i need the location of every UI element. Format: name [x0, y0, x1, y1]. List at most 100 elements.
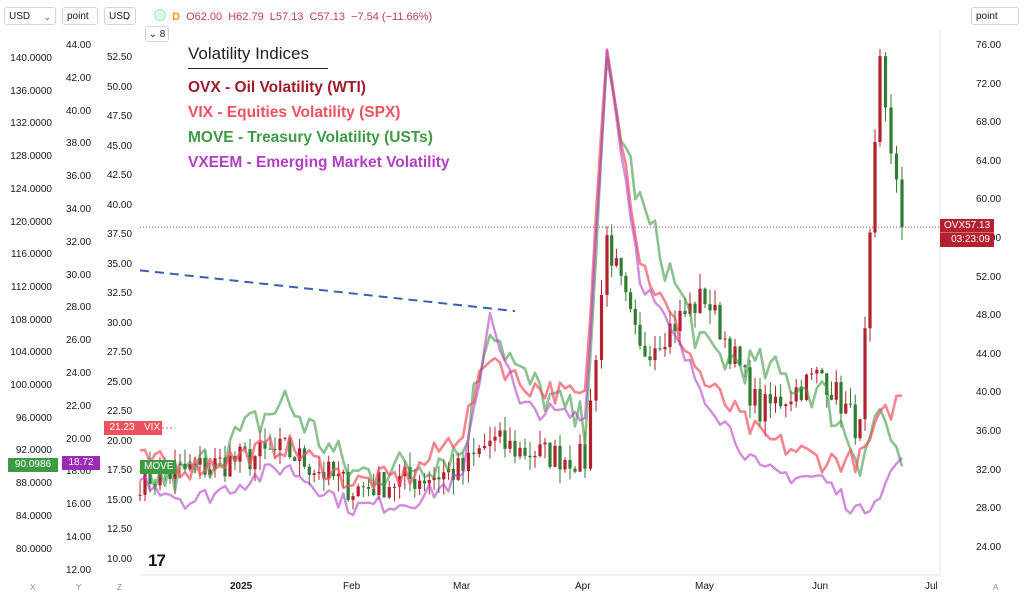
ovx-candle — [703, 288, 707, 305]
ovx-candle — [844, 403, 848, 414]
ovx-candle — [748, 367, 752, 406]
axis-tick-label: 84.0000 — [15, 510, 52, 522]
axis-tick-label: 52.00 — [976, 271, 1002, 283]
axis-tick-label: 100.0000 — [10, 380, 52, 391]
axis-tick-label: 24.00 — [976, 541, 1002, 553]
ovx-candle — [198, 457, 202, 465]
legend-item-move: MOVE - Treasury Volatility (USTs) — [188, 129, 433, 146]
ovx-candle — [283, 437, 287, 439]
ovx-candle — [789, 401, 793, 405]
ovx-candle — [743, 365, 747, 368]
currency-select-mid[interactable]: USD ⌄ — [104, 7, 136, 25]
move-label-tag: MOVE — [140, 460, 176, 474]
ovx-candle — [638, 324, 642, 346]
axis-tick-label: 22.50 — [107, 406, 133, 417]
ovx-candle — [317, 471, 321, 474]
ovx-candle — [624, 275, 628, 293]
ovx-candle — [273, 449, 277, 451]
ovx-candle — [518, 447, 522, 457]
axis-tick-label: 37.50 — [107, 229, 133, 240]
legend-item-vix: VIX - Equities Volatility (SPX) — [188, 104, 401, 121]
legend-item-ovx: OVX - Oil Volatility (WTI) — [188, 79, 366, 96]
axis-tick-label: 44.00 — [976, 348, 1002, 360]
axis-tick-label: 30.00 — [66, 269, 92, 281]
ovx-candle — [418, 480, 422, 489]
axis-tick-label: 88.0000 — [15, 478, 52, 490]
status-dot-icon — [154, 9, 166, 21]
axis-tick-label: 32.00 — [66, 236, 92, 248]
ovx-candle — [523, 447, 527, 456]
vix-value-tag: 21.23 — [104, 421, 140, 435]
ovx-candle — [442, 472, 446, 480]
axis-tick-label: 14.00 — [66, 532, 92, 543]
ovx-candle — [815, 369, 819, 374]
ovx-candle — [253, 456, 257, 470]
axis-tick-label: 112.0000 — [11, 281, 52, 293]
axis-tick-label: 104.0000 — [10, 347, 52, 359]
ovx-candle — [605, 235, 609, 295]
top-toolbar: USD ⌄ point USD ⌄ D O62.00 H62.79 L57.13 C… — [0, 0, 1026, 30]
currency-select-left[interactable]: USD ⌄ — [4, 7, 56, 25]
tradingview-logo[interactable]: 17 — [148, 551, 166, 570]
ovx-candle — [288, 437, 292, 458]
ovx-candle — [168, 473, 172, 479]
ovx-candle — [188, 464, 192, 470]
move-value-tag: 90.0986 — [8, 458, 58, 472]
ovx-candle — [193, 464, 197, 466]
unit-left-label: point — [67, 11, 89, 22]
ovx-candle — [779, 396, 783, 407]
collapse-indicators-button[interactable]: ⌄ 8 — [145, 26, 169, 42]
ovx-candle — [372, 488, 376, 496]
time-tick-label: 2025 — [230, 581, 253, 592]
ovx-candle — [456, 458, 460, 480]
ovx-candle — [663, 347, 667, 350]
ovx-candle — [213, 458, 217, 470]
ovx-candle — [900, 179, 904, 228]
ovx-candle — [633, 308, 637, 325]
legend-item-vxeem: VXEEM - Emerging Market Volatility — [188, 154, 450, 171]
axis-tick-label: 116.0000 — [11, 249, 52, 261]
axis-tick-label: 20.00 — [107, 435, 133, 447]
axis-y-button[interactable]: Y — [76, 583, 82, 592]
ovx-candle — [432, 477, 436, 481]
axis-tick-label: 27.50 — [107, 347, 133, 358]
ovx-candle — [158, 468, 162, 486]
axis-tick-label: 35.00 — [107, 258, 133, 270]
currency-left-label: USD — [9, 11, 31, 22]
ovx-candle — [619, 258, 623, 276]
axis-x-button[interactable]: X — [30, 583, 36, 592]
ohlc-readout: D O62.00 H62.79 L57.13 C57.13 −7.54 (−11… — [154, 9, 435, 23]
auto-scale-button[interactable]: A — [993, 583, 999, 592]
ohlc-high: H62.79 — [228, 11, 264, 23]
ovx-candle — [366, 487, 371, 489]
ovx-candle — [873, 141, 877, 233]
ovx-candle — [883, 56, 888, 108]
ovx-candle — [878, 56, 882, 142]
legend-underline — [188, 68, 328, 69]
unit-select-right[interactable]: point — [971, 7, 1019, 25]
axis-tick-label: 50.00 — [107, 81, 133, 93]
ovx-candle — [312, 473, 316, 475]
ovx-candle — [863, 328, 867, 420]
ovx-candle — [538, 444, 542, 457]
chevron-down-icon: ⌄ — [123, 12, 131, 22]
ovx-candle — [763, 394, 767, 422]
currency-mid-label: USD — [109, 11, 131, 22]
ovx-candle — [218, 457, 222, 459]
chart-legend: Volatility Indices OVX - Oil Volatility … — [188, 44, 450, 175]
legend-title: Volatility Indices — [188, 44, 309, 63]
ovx-candle — [678, 310, 682, 332]
axis-tick-label: 92.0000 — [15, 445, 52, 457]
ovx-candle — [327, 461, 331, 479]
axis-tick-label: 22.00 — [66, 400, 92, 412]
ovx-candle — [658, 348, 662, 350]
ovx-candle — [868, 232, 872, 329]
ovx-candle — [648, 356, 652, 361]
ovx-candle — [543, 442, 547, 445]
axis-z-button[interactable]: Z — [117, 583, 122, 592]
axis-tick-label: 34.00 — [66, 204, 92, 215]
chevron-down-icon: ⌄ — [43, 12, 51, 22]
vix-series-line — [139, 48, 903, 491]
unit-select-left[interactable]: point — [62, 7, 98, 25]
